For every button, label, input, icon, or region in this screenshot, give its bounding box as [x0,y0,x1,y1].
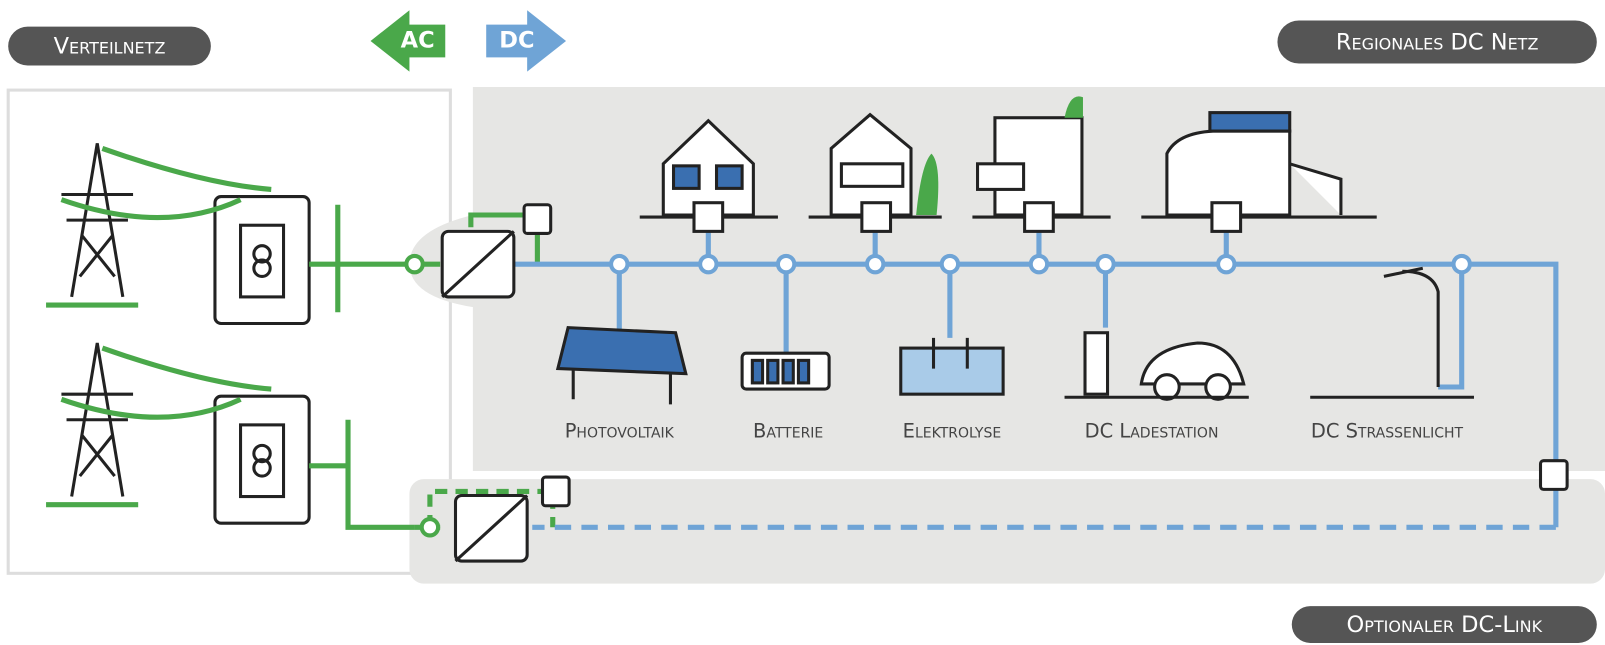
ac-node [419,517,441,538]
label-pill [1291,606,1597,643]
dc-lines [511,220,1559,530]
ac-arrow [370,10,446,72]
component-label: DC Ladestation [1085,420,1219,443]
label-pill [8,26,211,66]
label: Verteilnetz [54,34,166,60]
grid-towers [61,143,311,525]
component-label: Batterie [753,420,823,443]
ac-lines [46,146,556,530]
converters [440,203,1569,563]
label-pill [1277,20,1597,64]
component-icons [555,266,1474,405]
label: Regionales DC Netz [1336,29,1539,55]
label: DC [499,27,534,53]
ac-node [404,253,425,275]
component-label: DC Strassenlicht [1311,420,1464,443]
optional-area [409,479,1605,584]
dc-nodes [609,253,1472,275]
label: AC [401,27,435,53]
component-label: Elektrolyse [903,420,1002,443]
dc-arrow [486,10,567,72]
component-label: Photovoltaik [565,420,675,443]
label: Optionaler DC-Link [1347,612,1543,638]
buildings [639,96,1377,233]
